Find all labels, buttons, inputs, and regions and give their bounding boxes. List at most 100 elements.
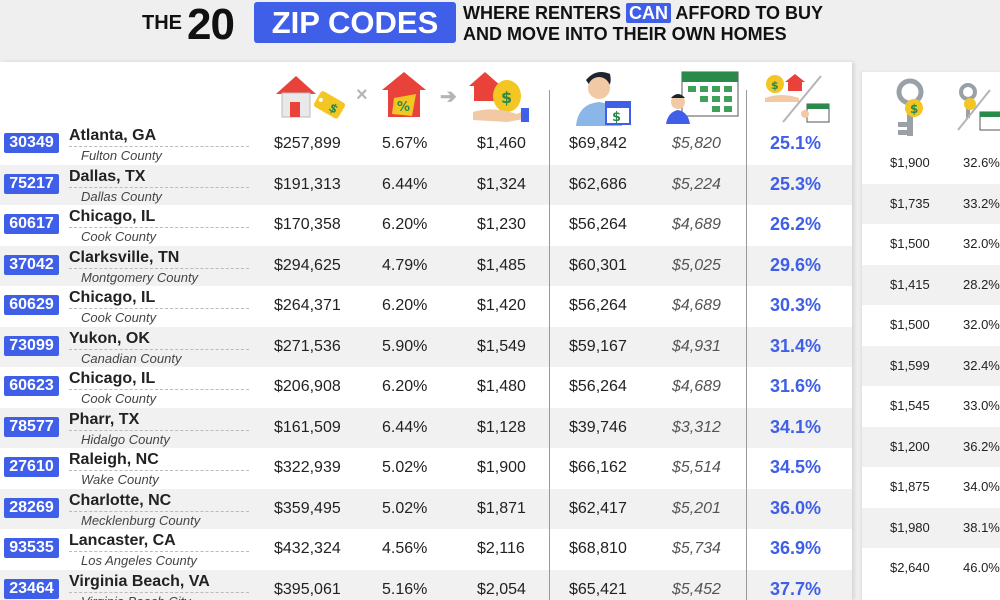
mortgage-rate: 5.16% xyxy=(382,580,428,598)
county-name: Montgomery County xyxy=(69,267,249,285)
median-rent: $1,200 xyxy=(890,438,930,454)
monthly-payment: $1,420 xyxy=(477,297,526,314)
median-rent: $1,735 xyxy=(890,195,930,211)
subtitle-line-2: AND MOVE INTO THEIR OWN HOMES xyxy=(463,24,787,44)
table-row: 60629 Chicago, IL Cook County $264,371 6.20%… xyxy=(0,286,852,326)
median-home-price: $264,371 xyxy=(274,297,341,314)
person-calendar-icon xyxy=(666,71,739,124)
svg-text:$: $ xyxy=(910,102,918,116)
median-income: $56,264 xyxy=(569,216,627,233)
median-home-price: $170,358 xyxy=(274,216,341,233)
city-name: Yukon, OK xyxy=(69,329,150,347)
rent-to-income-percent: 32.0% xyxy=(963,236,1000,251)
median-home-price: $294,625 xyxy=(274,256,341,274)
rent-to-income-percent: 38.1% xyxy=(963,519,1000,535)
mortgage-rate: 6.44% xyxy=(382,418,428,436)
mortgage-rate: 6.20% xyxy=(382,216,428,233)
monthly-payment: $1,460 xyxy=(477,135,526,152)
rent-row: $1,735 33.2% xyxy=(862,183,1000,224)
county-name: Cook County xyxy=(69,308,249,325)
highlight-can: CAN xyxy=(626,3,672,23)
zip-badge: 60629 xyxy=(4,295,59,315)
rent-to-income-percent: 32.6% xyxy=(963,155,1000,170)
rent-row: $1,200 36.2% xyxy=(862,426,1000,467)
house-payment-icon: $ xyxy=(469,72,529,122)
zip-badge: 75217 xyxy=(4,173,59,194)
monthly-income: $5,201 xyxy=(672,499,721,517)
monthly-income: $5,025 xyxy=(672,256,721,274)
monthly-income: $4,689 xyxy=(672,216,721,233)
median-home-price: $322,939 xyxy=(274,459,341,476)
title-subtitle: WHERE RENTERS CAN AFFORD TO BUY AND MOVE… xyxy=(463,3,823,45)
median-rent: $1,599 xyxy=(890,357,930,373)
rent-row: $1,875 34.0% xyxy=(862,467,1000,507)
svg-text:$: $ xyxy=(771,79,779,92)
median-income: $59,167 xyxy=(569,337,627,355)
zip-badge: 23464 xyxy=(4,578,59,599)
mortgage-rate: 5.02% xyxy=(382,459,428,476)
zip-badge: 60617 xyxy=(4,214,59,234)
rent-row: $1,415 28.2% xyxy=(862,264,1000,305)
rent-to-income-percent: 28.2% xyxy=(963,276,1000,292)
city-name: Dallas, TX xyxy=(69,167,146,185)
mortgage-rate: 5.02% xyxy=(382,499,428,517)
monthly-payment: $1,549 xyxy=(477,337,526,355)
payment-to-income-percent: 31.6% xyxy=(770,376,822,396)
median-income: $62,417 xyxy=(569,499,627,517)
table-row: 28269 Charlotte, NC Mecklenburg County $359… xyxy=(0,488,852,529)
rent-row: $1,900 32.6% xyxy=(862,143,1000,183)
person-income-icon: $ xyxy=(576,72,631,126)
median-income: $56,264 xyxy=(569,297,627,314)
rent-to-income-percent: 34.0% xyxy=(963,479,1000,494)
rent-to-income-percent: 32.4% xyxy=(963,357,1000,373)
median-home-price: $161,509 xyxy=(274,418,341,436)
payment-to-income-percent: 34.1% xyxy=(770,416,822,437)
monthly-payment: $1,480 xyxy=(477,378,526,395)
payment-to-income-percent: 36.9% xyxy=(770,538,822,558)
rent-row: $1,599 32.4% xyxy=(862,345,1000,386)
mortgage-rate: 5.90% xyxy=(382,337,428,355)
monthly-income: $5,224 xyxy=(672,175,721,193)
infographic-header: THE 20 ZIP CODES WHERE RENTERS CAN AFFOR… xyxy=(0,0,1000,58)
median-home-price: $191,313 xyxy=(274,175,341,193)
median-rent: $1,900 xyxy=(890,155,930,170)
median-rent: $1,545 xyxy=(890,398,930,413)
keys-icon: $ xyxy=(896,78,924,136)
monthly-payment: $1,324 xyxy=(477,175,526,193)
table-row: 23464 Virginia Beach, VAVirginia Beach Ci… xyxy=(0,569,852,600)
county-name: Los Angeles County xyxy=(69,551,249,568)
payment-to-income-percent: 25.1% xyxy=(770,133,822,153)
rent-row: $2,640 46.0% xyxy=(862,548,1000,588)
house-price-tag-icon: $ xyxy=(276,76,346,119)
zip-badge: 28269 xyxy=(4,497,59,518)
ratio-icon: $ xyxy=(765,74,830,123)
mortgage-rate: 6.44% xyxy=(382,175,428,193)
median-income: $60,301 xyxy=(569,256,627,274)
monthly-income: $4,931 xyxy=(672,337,721,355)
rent-to-income-percent: 33.0% xyxy=(963,398,1000,413)
median-rent: $1,500 xyxy=(890,236,930,251)
city-name: Lancaster, CA xyxy=(69,532,176,549)
table-row: 60617 Chicago, IL Cook County $170,358 6.20%… xyxy=(0,205,852,245)
zip-badge: 93535 xyxy=(4,538,59,558)
table-row: 60623 Chicago, IL Cook County $206,908 6.20%… xyxy=(0,367,852,407)
title-number: 20 xyxy=(187,0,235,49)
median-income: $69,842 xyxy=(569,135,627,152)
svg-text:%: % xyxy=(397,100,410,115)
table-row: 27610 Raleigh, NC Wake County $322,939 5.02%… xyxy=(0,448,852,488)
median-home-price: $432,324 xyxy=(274,540,341,557)
median-rent: $2,640 xyxy=(890,560,930,575)
monthly-income: $4,689 xyxy=(672,297,721,314)
city-name: Charlotte, NC xyxy=(69,491,172,509)
median-rent: $1,875 xyxy=(890,479,930,494)
monthly-payment: $1,485 xyxy=(477,256,526,274)
arrow-operator-icon: ➔ xyxy=(440,86,457,108)
city-name: Chicago, IL xyxy=(69,370,156,387)
rent-to-income-percent: 36.2% xyxy=(963,438,1000,454)
median-home-price: $271,536 xyxy=(274,337,341,355)
mortgage-rate: 6.20% xyxy=(382,378,428,395)
title-zip-codes: ZIP CODES xyxy=(254,2,456,43)
monthly-payment: $1,128 xyxy=(477,418,526,436)
zip-badge: 73099 xyxy=(4,335,59,356)
payment-to-income-percent: 26.2% xyxy=(770,214,822,234)
